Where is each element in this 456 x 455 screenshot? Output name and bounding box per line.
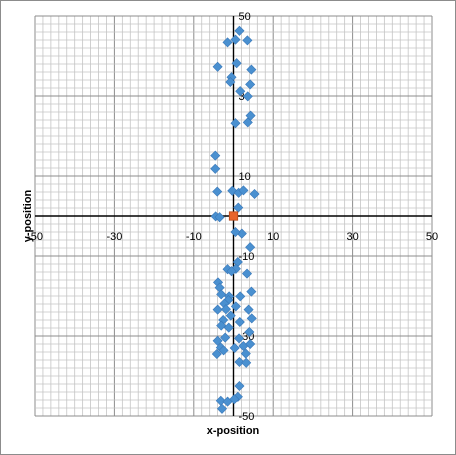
data-point-diamond <box>234 333 245 344</box>
x-tick-label: -50 <box>27 231 43 243</box>
data-point-diamond <box>230 226 241 238</box>
data-point-diamond <box>246 64 257 75</box>
data-point-diamond <box>210 150 221 161</box>
data-point-diamond <box>212 304 223 315</box>
data-point-diamond <box>211 348 222 360</box>
data-point-diamond <box>242 35 253 46</box>
data-point-diamond <box>230 263 241 274</box>
data-point-diamond <box>230 34 241 45</box>
data-point-diamond <box>214 212 225 223</box>
data-point-diamond <box>212 186 223 197</box>
data-point-diamond <box>229 342 240 354</box>
x-tick-label: 50 <box>426 231 438 243</box>
data-point-diamond <box>244 326 255 338</box>
data-point-diamond <box>245 338 256 350</box>
x-tick-label: 10 <box>267 231 279 243</box>
data-point-diamond <box>241 268 253 279</box>
data-point-diamond <box>234 25 245 36</box>
data-point-diamond <box>222 37 233 48</box>
x-axis-title: x-position <box>207 425 260 437</box>
data-point-diamond <box>233 202 244 213</box>
data-points <box>210 25 260 414</box>
data-point-diamond <box>242 117 253 128</box>
y-tick-label: -50 <box>239 411 255 423</box>
data-point-diamond <box>235 291 246 302</box>
data-point-diamond <box>212 61 223 72</box>
data-point-diamond <box>216 320 227 331</box>
data-point-diamond <box>234 356 245 368</box>
data-point-diamond <box>241 357 252 368</box>
x-tick-label: -30 <box>106 231 122 243</box>
data-point-diamond <box>218 345 229 356</box>
data-point-diamond <box>245 79 256 90</box>
data-point-diamond <box>220 304 231 315</box>
data-point-square <box>228 211 239 221</box>
data-point-diamond <box>212 335 223 346</box>
data-point-diamond <box>234 380 245 392</box>
data-point-diamond <box>226 266 237 277</box>
data-point-diamond <box>216 289 227 300</box>
data-point-diamond <box>210 163 221 174</box>
y-tick-label: -10 <box>239 251 255 263</box>
data-point-diamond <box>246 313 257 324</box>
data-point-diamond <box>249 188 260 200</box>
data-point-diamond <box>231 58 242 69</box>
data-point-diamond <box>225 76 236 88</box>
data-point-diamond <box>230 301 241 312</box>
data-point-diamond <box>225 310 236 321</box>
data-point-diamond <box>220 332 231 343</box>
data-point-diamond <box>245 242 256 253</box>
data-point-diamond <box>235 86 246 97</box>
data-point-diamond <box>230 118 241 129</box>
data-point-diamond <box>216 403 228 414</box>
data-point-diamond <box>229 394 240 405</box>
y-tick-label: 50 <box>239 11 251 23</box>
data-point-diamond <box>223 322 234 333</box>
data-point-diamond <box>243 304 254 315</box>
data-point-diamond <box>234 316 245 328</box>
data-point-diamond <box>238 185 249 196</box>
data-point-diamond <box>242 91 253 102</box>
x-tick-label: 30 <box>346 231 358 243</box>
x-tick-label: -10 <box>186 231 202 243</box>
data-point-diamond <box>246 286 257 297</box>
y-tick-label: 10 <box>239 171 251 183</box>
y-axis-title: y-position <box>22 189 34 242</box>
